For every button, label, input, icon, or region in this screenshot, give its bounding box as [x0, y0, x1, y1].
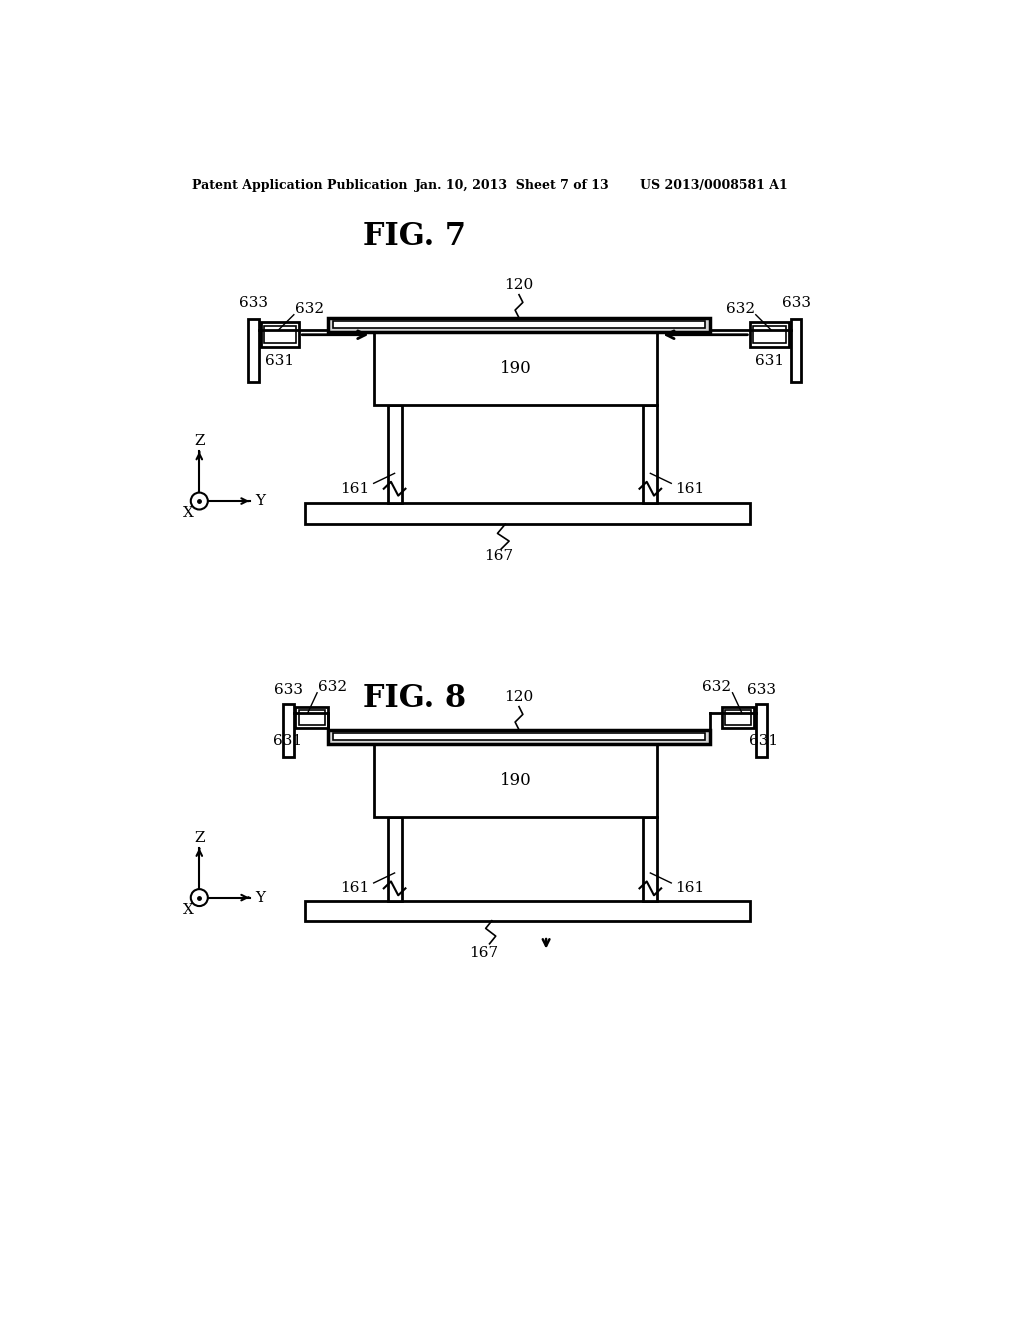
Text: 190: 190 [500, 772, 531, 789]
Circle shape [190, 890, 208, 906]
Bar [283, 704, 294, 758]
Bar [248, 318, 259, 381]
Bar [722, 706, 755, 729]
Bar [328, 730, 710, 743]
Text: 632: 632 [318, 680, 347, 693]
Text: X: X [183, 903, 194, 917]
Text: 167: 167 [484, 549, 514, 564]
Text: 167: 167 [470, 946, 499, 960]
Bar [328, 318, 710, 331]
Text: 632: 632 [702, 680, 731, 693]
Bar [791, 318, 802, 381]
Text: 633: 633 [746, 682, 775, 697]
Text: 161: 161 [340, 882, 370, 895]
Text: X: X [183, 507, 194, 520]
Text: Y: Y [255, 494, 265, 508]
Text: 633: 633 [781, 296, 811, 310]
Text: 633: 633 [274, 682, 303, 697]
Text: FIG. 7: FIG. 7 [364, 222, 466, 252]
Bar [756, 704, 767, 758]
Bar [333, 733, 706, 739]
Text: 120: 120 [505, 279, 534, 293]
Bar [754, 326, 786, 343]
Bar [305, 503, 751, 524]
Bar [299, 710, 325, 725]
Text: US 2013/0008581 A1: US 2013/0008581 A1 [640, 178, 787, 191]
Bar [643, 405, 657, 503]
Bar [260, 322, 299, 347]
Text: 190: 190 [500, 360, 531, 378]
Text: 631: 631 [265, 354, 295, 368]
Text: 631: 631 [755, 354, 784, 368]
Text: Patent Application Publication: Patent Application Publication [191, 178, 408, 191]
Text: 161: 161 [340, 482, 370, 496]
Bar [725, 710, 751, 725]
Text: Jan. 10, 2013  Sheet 7 of 13: Jan. 10, 2013 Sheet 7 of 13 [415, 178, 609, 191]
Text: 632: 632 [295, 301, 324, 315]
Bar [751, 322, 790, 347]
Bar [388, 405, 401, 503]
Bar [643, 817, 657, 900]
Bar [388, 817, 401, 900]
Text: Y: Y [255, 891, 265, 904]
Bar [263, 326, 296, 343]
Text: 633: 633 [239, 296, 268, 310]
Bar [333, 321, 706, 327]
Bar [375, 331, 657, 405]
Text: 631: 631 [749, 734, 778, 747]
Bar [305, 900, 751, 921]
Text: 161: 161 [675, 482, 705, 496]
Text: FIG. 8: FIG. 8 [364, 684, 466, 714]
Bar [295, 706, 328, 729]
Text: 120: 120 [505, 690, 534, 705]
Circle shape [190, 492, 208, 510]
Text: Z: Z [195, 830, 205, 845]
Bar [375, 743, 657, 817]
Text: 161: 161 [675, 882, 705, 895]
Text: Z: Z [195, 434, 205, 447]
Text: 632: 632 [726, 301, 755, 315]
Text: 631: 631 [273, 734, 302, 747]
